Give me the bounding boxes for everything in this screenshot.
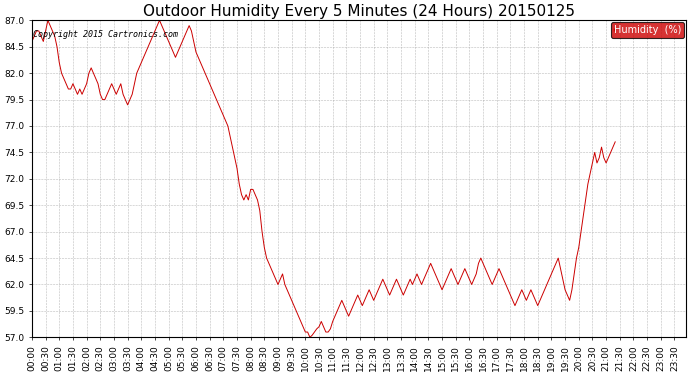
Legend: Humidity  (%): Humidity (%)	[611, 22, 684, 38]
Title: Outdoor Humidity Every 5 Minutes (24 Hours) 20150125: Outdoor Humidity Every 5 Minutes (24 Hou…	[143, 4, 575, 19]
Text: Copyright 2015 Cartronics.com: Copyright 2015 Cartronics.com	[33, 30, 178, 39]
